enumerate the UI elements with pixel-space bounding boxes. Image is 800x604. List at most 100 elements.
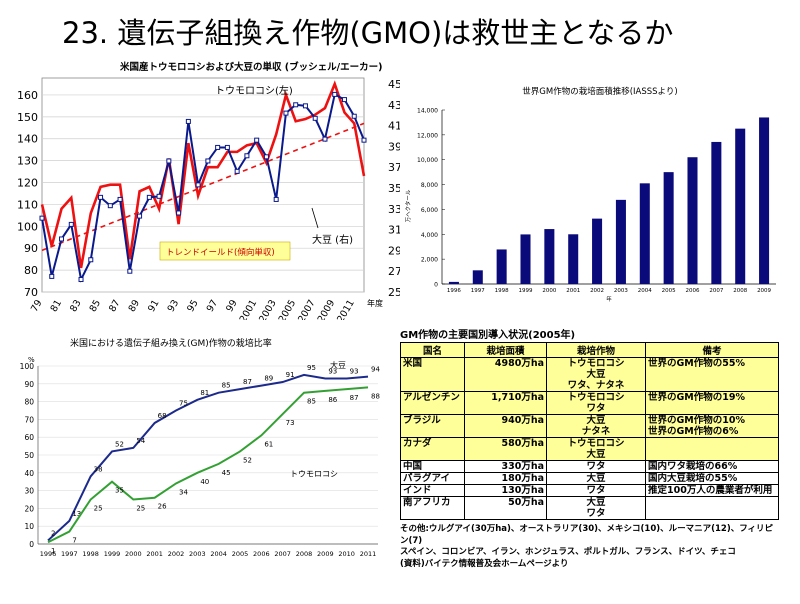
adoption-x-tick-label: 2002 [168, 550, 185, 558]
gm-area-bar [639, 183, 650, 284]
yield-left-tick-label: 110 [17, 198, 38, 211]
trend-legend-label: トレンドイールド(傾向単収) [166, 247, 275, 258]
gm-area-x-tick-label: 2001 [566, 288, 580, 294]
gm-area-bar [472, 270, 483, 284]
yield-x-tick-label: 85 [88, 298, 104, 314]
gm-area-x-tick-label: 2006 [686, 288, 700, 294]
cell-area-line: 50万ha [508, 497, 544, 508]
adoption-data-label: 81 [200, 389, 209, 397]
yield-series-line [40, 80, 366, 269]
adoption-data-label: 45 [222, 469, 231, 477]
cell-area: 50万ha [464, 496, 547, 520]
gm-area-x-tick-label: 2009 [757, 288, 771, 294]
cell-note [645, 437, 779, 461]
yield-left-tick-label: 150 [17, 111, 38, 124]
gm-area-y-tick-label: 4,000 [421, 232, 438, 239]
cell-country-line: 米国 [403, 358, 423, 369]
table-row: インド 130万ha ワタ 推定100万人の農業者が利用 [400, 484, 779, 497]
adoption-data-label: 40 [200, 478, 209, 486]
yield-soy-point [68, 221, 74, 227]
yield-soy-point [88, 257, 94, 263]
cell-area-line: 130万ha [501, 485, 544, 496]
adoption-data-label: 87 [350, 394, 359, 402]
cell-crops-line: 大豆 [586, 369, 606, 380]
adoption-y-tick-label: 20 [24, 504, 34, 513]
cell-country-line: パラグアイ [403, 473, 451, 484]
adoption-data-label: 34 [179, 488, 188, 496]
yield-soy-point [117, 196, 123, 202]
gm-area-chart: 世界GM作物の栽培面積推移(IASSSより) 0 2,000 4,000 6,000 8,… [404, 86, 776, 303]
gm-area-x-tick-label: 2003 [614, 288, 628, 294]
adoption-x-tick-label: 2004 [210, 550, 227, 558]
cell-crops: トウモロコシ 大豆 [546, 437, 646, 461]
gm-area-x-tick-label: 1996 [447, 288, 461, 294]
cell-crops-line: トウモロコシ [567, 358, 625, 369]
cell-area-line: 1,710万ha [491, 392, 544, 403]
adoption-data-label: 75 [179, 400, 188, 408]
yield-x-axis-label: 年度 [367, 298, 383, 308]
cell-note: 世界のGM作物の19% [645, 391, 779, 415]
adoption-x-tick-label: 2008 [296, 550, 313, 558]
gm-area-bar [735, 128, 746, 284]
cell-note-line: 国内大豆栽培の55% [648, 473, 738, 484]
yield-right-tick-label: 39 [388, 140, 400, 153]
cell-crops: トウモロコシ 大豆 ワタ、ナタネ [546, 357, 646, 392]
adoption-data-label: 85 [307, 398, 316, 406]
cell-country-line: カナダ [403, 438, 432, 449]
adoption-data-label: 52 [115, 440, 124, 448]
adoption-data-label: 73 [286, 419, 295, 427]
cell-country-line: アルゼンチン [403, 392, 460, 403]
yield-soy-point [98, 194, 104, 200]
gm-area-y-axis-label: 万ヘクタール [404, 189, 412, 222]
yield-x-tick-label: 93 [166, 298, 182, 314]
header-area: 栽培面積 [464, 342, 547, 358]
yield-right-tick-label: 37 [388, 161, 400, 174]
cell-crops-line: 大豆 [586, 497, 606, 508]
table-row: 中国 330万ha ワタ 国内ワタ栽培の66% [400, 460, 779, 473]
gm-area-y-tick-label: 10,000 [417, 157, 438, 164]
cell-note [645, 496, 779, 520]
adoption-x-tick-label: 2000 [125, 550, 142, 558]
gm-area-y-tick-label: 0 [434, 282, 438, 289]
yield-soy-point [39, 215, 45, 221]
adoption-data-label: 93 [328, 367, 337, 375]
gm-area-x-tick-label: 2005 [662, 288, 676, 294]
yield-series-line [41, 92, 365, 283]
adoption-series-line [47, 386, 369, 544]
gm-area-chart-panel: 世界GM作物の栽培面積推移(IASSSより) 0 2,000 4,000 6,000 8,… [400, 76, 800, 306]
adoption-x-tick-label: 2006 [253, 550, 270, 558]
yield-soy-point [137, 213, 143, 219]
table-header-row: 国名 栽培面積 栽培作物 備考 [400, 342, 779, 358]
cell-area-line: 330万ha [501, 461, 544, 472]
yield-left-tick-label: 160 [17, 89, 38, 102]
adoption-data-label: 61 [264, 440, 273, 448]
yield-x-tick-label: 83 [68, 298, 84, 314]
gm-area-bar [544, 229, 555, 284]
yield-soy-point [107, 203, 113, 209]
adoption-data-label: 87 [243, 378, 252, 386]
yield-soy-point [156, 193, 162, 199]
adoption-data-label: 94 [371, 366, 380, 374]
adoption-x-tick-label: 1998 [82, 550, 99, 558]
cell-area: 130万ha [464, 484, 547, 497]
yield-left-tick-label: 130 [17, 155, 38, 168]
adoption-data-label: 25 [94, 505, 103, 513]
cell-crops-line: ワタ [586, 461, 606, 472]
cell-crops: トウモロコシ ワタ [546, 391, 646, 415]
yield-right-tick-label: 27 [388, 265, 400, 278]
yield-x-tick-label: 95 [185, 298, 201, 314]
adoption-chart-title: 米国における遺伝子組み換え(GM)作物の栽培比率 [70, 337, 272, 349]
cell-crops-line: トウモロコシ [567, 438, 625, 449]
adoption-data-label: 25 [136, 505, 145, 513]
adoption-data-label: 91 [286, 371, 295, 379]
gm-area-x-tick-label: 2007 [709, 288, 723, 294]
adoption-y-tick-label: 60 [24, 433, 34, 442]
header-country: 国名 [400, 342, 465, 358]
gm-area-x-tick-label: 2008 [733, 288, 747, 294]
cell-country: アルゼンチン [400, 391, 465, 415]
table-row: パラグアイ 180万ha 大豆 国内大豆栽培の55% [400, 472, 779, 485]
gm-area-x-tick-label: 2002 [590, 288, 604, 294]
yield-soy-point [341, 97, 347, 103]
yield-right-tick-label: 41 [388, 120, 400, 133]
adoption-data-label: 26 [158, 503, 167, 511]
